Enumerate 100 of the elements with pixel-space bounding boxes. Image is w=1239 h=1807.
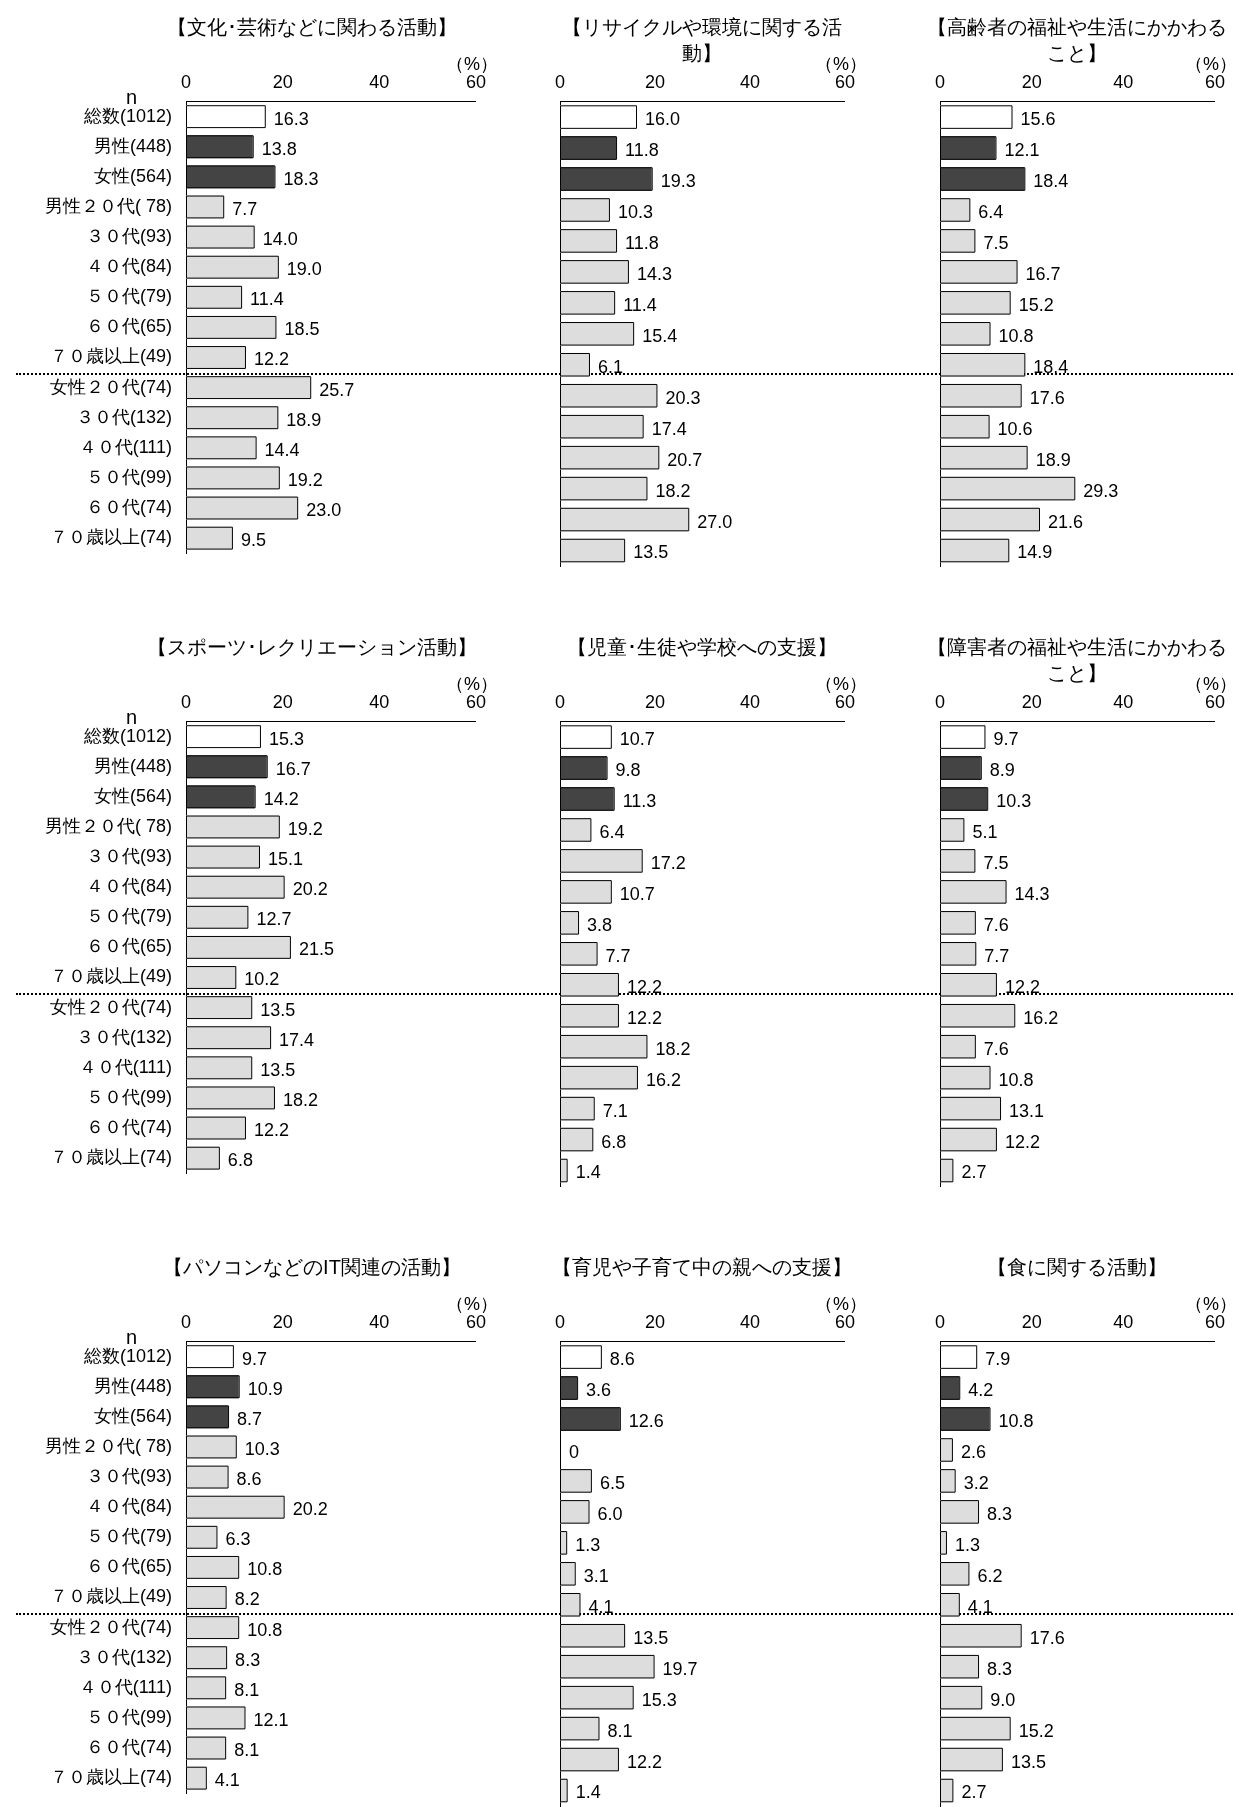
y-tick-label: 女性(564) bbox=[93, 165, 172, 186]
data-label: 10.2 bbox=[244, 969, 280, 990]
data-label: 25.7 bbox=[319, 379, 355, 400]
y-tick-label: ７０歳以上(49) bbox=[49, 1586, 172, 1607]
data-label: 7.7 bbox=[984, 945, 1010, 966]
data-label: 7.6 bbox=[983, 1038, 1009, 1059]
y-tick-label: ５０代(79) bbox=[85, 906, 172, 927]
y-tick-label: ４０代(84) bbox=[85, 1496, 172, 1517]
y-tick-label: ７０歳以上(74) bbox=[49, 1147, 172, 1168]
chart-title: 【食に関する活動】 bbox=[986, 1255, 1168, 1280]
y-tick-label: 女性２０代(74) bbox=[49, 376, 172, 397]
y-tick-label: ６０代(65) bbox=[85, 1556, 172, 1577]
y-tick-label: ７０歳以上(49) bbox=[49, 966, 172, 987]
x-axis-title: （%） bbox=[445, 1293, 498, 1315]
data-label: 7.7 bbox=[605, 945, 631, 966]
y-tick-label: ３０代(93) bbox=[85, 226, 172, 247]
chart-title: 【文化･芸術などに関わる活動】 bbox=[166, 15, 458, 40]
y-tick-label: ６０代(74) bbox=[85, 1737, 172, 1758]
y-tick-label: ６０代(65) bbox=[85, 936, 172, 957]
y-tick-label: ３０代(132) bbox=[75, 1646, 172, 1667]
y-tick-label: ３０代(132) bbox=[75, 1026, 172, 1047]
chart-title: 【パソコンなどのIT関連の活動】 bbox=[162, 1255, 462, 1280]
y-tick-label: ４０代(84) bbox=[85, 256, 172, 277]
data-label: 10.7 bbox=[619, 883, 655, 904]
data-label: 6.8 bbox=[601, 1131, 627, 1152]
data-label: 9.5 bbox=[240, 530, 266, 551]
y-tick-label: 女性(564) bbox=[93, 785, 172, 806]
data-label: 12.2 bbox=[1004, 976, 1040, 997]
data-label: 19.7 bbox=[662, 1658, 698, 1679]
x-tick-label: 20 bbox=[1021, 1311, 1042, 1332]
data-label: 10.8 bbox=[998, 325, 1034, 346]
data-label: 18.2 bbox=[655, 480, 691, 501]
data-label: 18.2 bbox=[655, 1038, 691, 1059]
data-label: 6.1 bbox=[597, 356, 624, 377]
x-tick-label: 40 bbox=[739, 71, 761, 92]
data-label: 12.2 bbox=[253, 349, 290, 370]
data-label: 8.3 bbox=[987, 1658, 1013, 1679]
data-label: 17.6 bbox=[1029, 1627, 1065, 1648]
data-label: 18.9 bbox=[286, 409, 322, 430]
data-label: 15.3 bbox=[268, 728, 304, 749]
data-label: 2.7 bbox=[961, 1782, 987, 1803]
y-tick-label: ７０歳以上(74) bbox=[49, 1767, 172, 1788]
data-label: 8.1 bbox=[607, 1720, 633, 1741]
data-label: 8.3 bbox=[987, 1503, 1013, 1524]
data-label: 15.2 bbox=[1018, 1720, 1054, 1741]
data-label: 3.2 bbox=[963, 1472, 989, 1493]
data-label: 21.6 bbox=[1048, 511, 1084, 532]
y-tick-label: ５０代(99) bbox=[85, 1706, 172, 1727]
y-tick-label: ４０代(84) bbox=[85, 876, 172, 897]
y-tick-label: 女性２０代(74) bbox=[49, 996, 172, 1017]
data-label: 12.1 bbox=[253, 1709, 289, 1730]
data-label: 10.8 bbox=[998, 1069, 1034, 1090]
x-tick-label: 0 bbox=[180, 71, 192, 92]
data-label: 13.5 bbox=[260, 999, 296, 1020]
x-axis-title: （%） bbox=[1184, 1293, 1237, 1315]
data-label: 1.4 bbox=[575, 1782, 601, 1803]
data-label: 29.3 bbox=[1083, 480, 1119, 501]
y-tick-label: ３０代(132) bbox=[75, 406, 172, 427]
data-label: 20.3 bbox=[665, 387, 701, 408]
data-label: 9.0 bbox=[990, 1689, 1016, 1710]
x-tick-label: 0 bbox=[935, 71, 946, 92]
y-tick-label: 男性２０代( 78) bbox=[44, 195, 172, 216]
y-tick-label: 男性(448) bbox=[93, 755, 172, 776]
data-label: 10.8 bbox=[247, 1559, 283, 1580]
x-tick-label: 20 bbox=[644, 1311, 666, 1332]
y-tick-label: 男性２０代( 78) bbox=[44, 1435, 172, 1456]
data-label: 16.2 bbox=[645, 1069, 681, 1090]
data-label: 11.8 bbox=[625, 232, 659, 253]
y-tick-label: 男性(448) bbox=[93, 1375, 172, 1396]
x-tick-label: 0 bbox=[935, 1311, 946, 1332]
y-tick-label: ７０歳以上(49) bbox=[49, 346, 172, 367]
data-label: 16.7 bbox=[275, 758, 311, 779]
data-label: 12.2 bbox=[626, 1751, 662, 1772]
data-label: 16.2 bbox=[1023, 1007, 1059, 1028]
y-tick-label: 男性(448) bbox=[93, 135, 172, 156]
data-label: 10.7 bbox=[619, 729, 655, 750]
data-label: 12.6 bbox=[628, 1410, 664, 1431]
data-label: 16.0 bbox=[645, 109, 681, 130]
data-label: 5.1 bbox=[972, 821, 998, 842]
data-label: 3.6 bbox=[586, 1380, 612, 1401]
data-label: 13.5 bbox=[633, 1627, 669, 1648]
data-label: 16.3 bbox=[273, 108, 309, 129]
data-label: 20.7 bbox=[667, 449, 703, 470]
x-tick-label: 40 bbox=[369, 691, 390, 712]
y-tick-label: ６０代(74) bbox=[85, 497, 172, 518]
x-tick-label: 40 bbox=[1113, 71, 1134, 92]
x-tick-label: 20 bbox=[644, 71, 666, 92]
data-label: 13.5 bbox=[633, 542, 669, 563]
data-label: 8.3 bbox=[235, 1649, 261, 1670]
data-label: 0 bbox=[569, 1441, 580, 1462]
data-label: 19.2 bbox=[287, 818, 323, 839]
x-axis-title: （%） bbox=[445, 673, 498, 695]
chart-title: 【児童･生徒や学校への支援】 bbox=[566, 635, 838, 660]
data-label: 14.3 bbox=[1014, 883, 1050, 904]
data-label: 16.7 bbox=[1025, 263, 1061, 284]
data-label: 11.4 bbox=[250, 289, 284, 310]
data-label: 19.2 bbox=[287, 469, 323, 490]
data-label: 20.2 bbox=[292, 879, 328, 900]
data-label: 4.1 bbox=[214, 1770, 240, 1791]
y-tick-label: ５０代(99) bbox=[85, 1086, 172, 1107]
